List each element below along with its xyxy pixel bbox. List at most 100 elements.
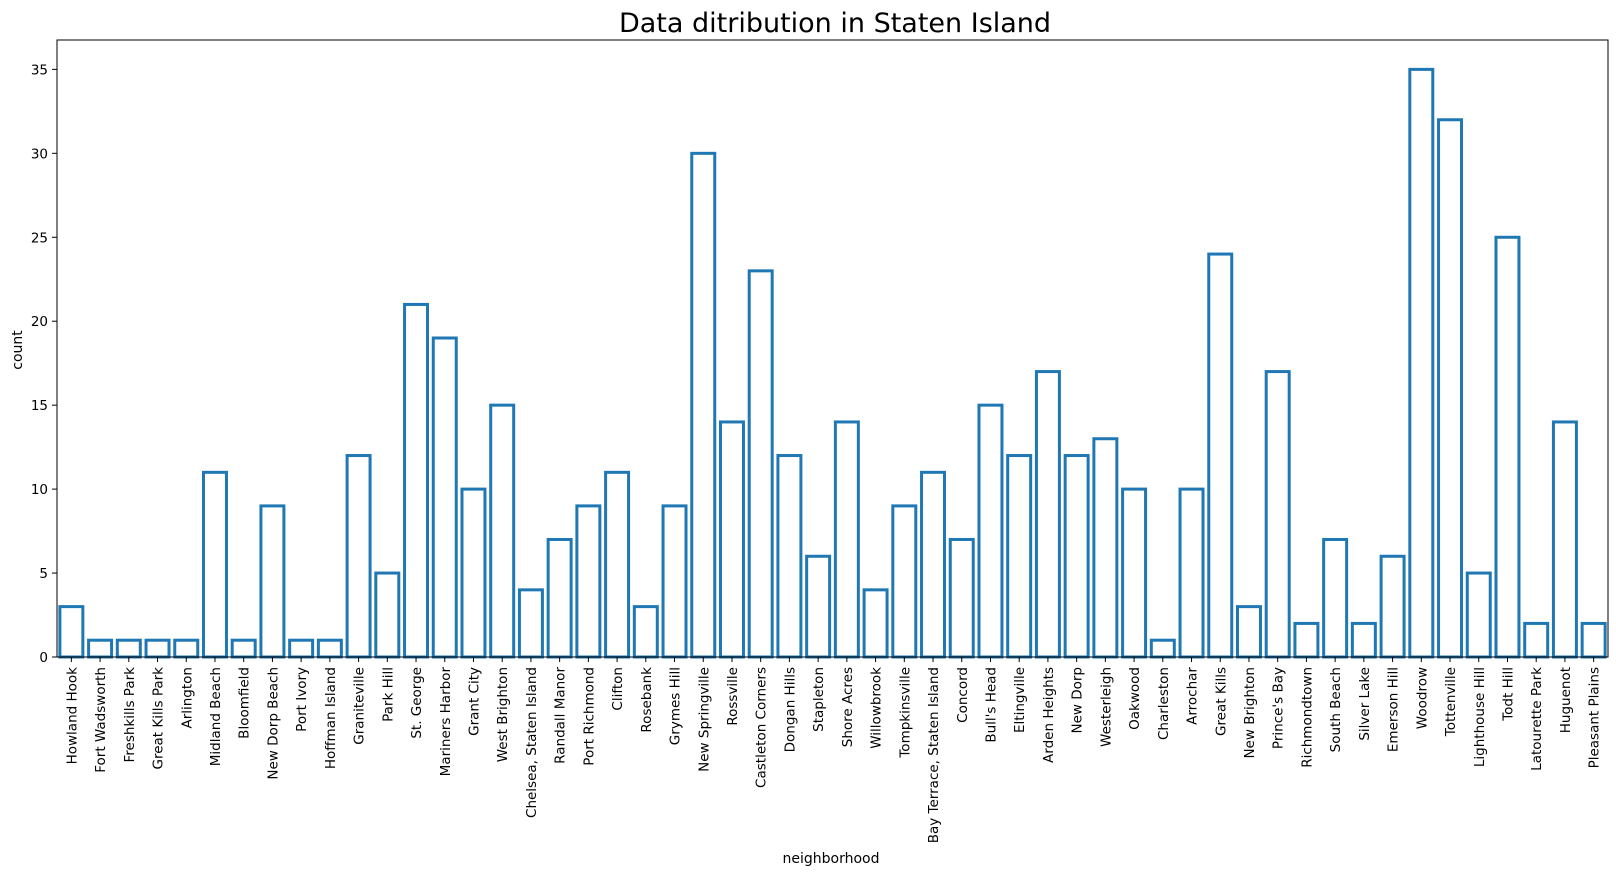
bar <box>546 537 573 659</box>
x-tick-label: Huguenot <box>1558 667 1574 733</box>
x-tick-label: Graniteville <box>352 667 368 745</box>
x-tick-label: Oakwood <box>1127 667 1143 730</box>
x-tick-label: Woodrow <box>1414 667 1430 729</box>
bar <box>1408 67 1435 659</box>
x-tick-label: Freshkills Park <box>122 667 138 763</box>
bar <box>1437 118 1464 659</box>
x-tick-label: Concord <box>955 667 971 723</box>
bar <box>1063 454 1090 659</box>
bar <box>1235 605 1262 659</box>
bar <box>891 504 918 659</box>
bar <box>115 638 142 659</box>
bar <box>201 470 228 659</box>
bar <box>345 454 372 659</box>
x-tick-label: Arden Heights <box>1041 667 1057 763</box>
bar <box>460 487 487 659</box>
bar <box>1465 571 1492 659</box>
x-tick-label: Silver Lake <box>1357 667 1373 741</box>
bar <box>862 588 889 659</box>
bar <box>833 420 860 659</box>
plot-frame <box>56 39 1609 658</box>
y-tick-label: 15 <box>31 398 48 414</box>
y-tick-label: 35 <box>31 62 48 78</box>
x-tick-label: Bloomfield <box>237 667 253 739</box>
bar <box>977 403 1004 659</box>
bar <box>690 151 717 659</box>
x-tick-label: Fort Wadsworth <box>93 667 109 773</box>
x-tick-label: Willowbrook <box>869 667 885 749</box>
bar <box>1551 420 1578 659</box>
x-tick-label: New Springville <box>696 667 712 772</box>
bar <box>632 605 659 659</box>
bar <box>661 504 688 659</box>
bar <box>1207 252 1234 659</box>
bar <box>1092 437 1119 659</box>
bars <box>58 67 1607 659</box>
x-tick-label: Bull's Head <box>983 667 999 743</box>
bar <box>1293 621 1320 659</box>
x-tick-label: Arlington <box>179 667 195 729</box>
y-axis-label: count <box>10 330 26 370</box>
x-tick-label: South Beach <box>1328 667 1344 752</box>
x-tick-label: Charleston <box>1156 667 1172 740</box>
bar <box>144 638 171 659</box>
bar <box>58 605 85 659</box>
bar <box>1494 235 1521 659</box>
x-tick-label: Bay Terrace, Staten Island <box>926 667 942 843</box>
x-tick-label: New Dorp Beach <box>265 667 281 780</box>
x-tick-label: Mariners Harbor <box>438 667 454 777</box>
x-tick-label: Hoffman Island <box>323 667 339 769</box>
y-tick-label: 30 <box>31 146 48 162</box>
bar <box>374 571 401 659</box>
x-axis-ticks: Howland Hook Fort Wadsworth Freshkills Par… <box>64 657 1603 843</box>
bar <box>1264 370 1291 659</box>
x-tick-label: Dongan Hills <box>782 667 798 752</box>
x-tick-label: Shore Acres <box>840 667 856 747</box>
x-tick-label: Tompkinsville <box>897 667 913 759</box>
bar <box>1580 621 1607 659</box>
bar <box>776 454 803 659</box>
x-tick-label: Tottenville <box>1443 667 1459 737</box>
bar <box>1034 370 1061 659</box>
x-tick-label: St. George <box>409 667 425 739</box>
bar <box>431 336 458 659</box>
y-tick-label: 0 <box>39 650 48 666</box>
x-tick-label: Pleasant Plains <box>1587 667 1603 768</box>
y-tick-label: 10 <box>31 482 48 498</box>
x-tick-label: Great Kills <box>1213 667 1229 736</box>
x-tick-label: Eltingville <box>1012 667 1028 733</box>
bar <box>230 638 257 659</box>
x-tick-label: Castleton Corners <box>754 667 770 788</box>
x-tick-label: Chelsea, Staten Island <box>524 667 540 818</box>
bar <box>259 504 286 659</box>
x-tick-label: Port Ivory <box>294 667 310 732</box>
bar <box>1178 487 1205 659</box>
x-tick-label: Grant City <box>466 667 482 736</box>
bar <box>805 554 832 659</box>
y-axis-ticks: 0 5 10 15 20 25 30 35 <box>31 62 57 666</box>
x-tick-label: Rosebank <box>639 667 655 733</box>
bar <box>1523 621 1550 659</box>
x-axis-label: neighborhood <box>783 851 880 867</box>
bar <box>1379 554 1406 659</box>
bar <box>1322 537 1349 659</box>
x-tick-label: Randall Manor <box>553 667 569 764</box>
x-tick-label: Great Kills Park <box>151 667 167 770</box>
x-tick-label: Latourette Park <box>1529 667 1545 771</box>
y-tick-label: 20 <box>31 314 48 330</box>
bar <box>517 588 544 659</box>
x-tick-label: Todt Hill <box>1500 667 1516 722</box>
x-tick-label: Westerleigh <box>1098 667 1114 747</box>
chart-title: Data ditribution in Staten Island <box>619 8 1051 39</box>
bar <box>403 302 430 659</box>
bar <box>575 504 602 659</box>
bar <box>747 269 774 659</box>
y-tick-label: 25 <box>31 230 48 246</box>
bar <box>604 470 631 659</box>
x-tick-label: Richmondtown <box>1299 667 1315 768</box>
bar <box>316 638 343 659</box>
x-tick-label: West Brighton <box>495 667 511 762</box>
x-tick-label: Port Richmond <box>581 667 597 766</box>
bar <box>489 403 516 659</box>
